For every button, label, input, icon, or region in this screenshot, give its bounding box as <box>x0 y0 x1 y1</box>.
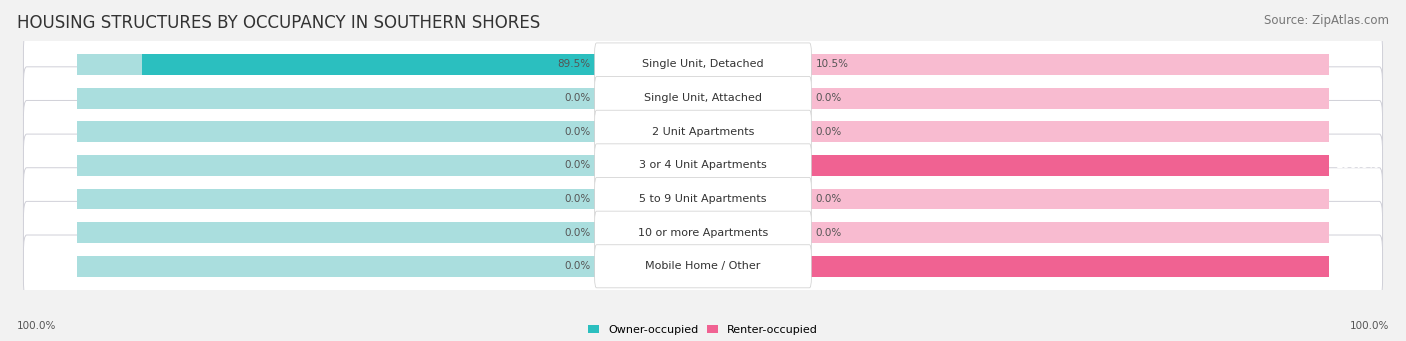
Legend: Owner-occupied, Renter-occupied: Owner-occupied, Renter-occupied <box>583 320 823 339</box>
Bar <box>703 88 734 108</box>
FancyBboxPatch shape <box>24 101 1382 163</box>
FancyBboxPatch shape <box>595 77 811 120</box>
Bar <box>672 222 703 243</box>
Bar <box>703 222 734 243</box>
Text: 0.0%: 0.0% <box>564 127 591 137</box>
Bar <box>77 88 703 108</box>
Text: 0.0%: 0.0% <box>815 194 842 204</box>
Bar <box>672 121 703 142</box>
Bar <box>703 222 1329 243</box>
FancyBboxPatch shape <box>595 178 811 221</box>
Bar <box>703 155 1329 176</box>
Text: Single Unit, Attached: Single Unit, Attached <box>644 93 762 103</box>
Text: Source: ZipAtlas.com: Source: ZipAtlas.com <box>1264 14 1389 27</box>
Bar <box>703 256 1329 277</box>
Bar <box>77 189 703 209</box>
Text: 0.0%: 0.0% <box>815 127 842 137</box>
Bar <box>142 54 703 75</box>
Bar <box>703 88 1329 108</box>
Text: 10.5%: 10.5% <box>815 59 849 70</box>
FancyBboxPatch shape <box>24 202 1382 264</box>
Bar <box>703 121 734 142</box>
FancyBboxPatch shape <box>595 245 811 288</box>
Bar <box>703 256 1329 277</box>
Text: Single Unit, Detached: Single Unit, Detached <box>643 59 763 70</box>
FancyBboxPatch shape <box>595 43 811 86</box>
Bar <box>703 155 1329 176</box>
FancyBboxPatch shape <box>595 144 811 187</box>
Text: 100.0%: 100.0% <box>1336 160 1379 170</box>
FancyBboxPatch shape <box>595 110 811 153</box>
Text: 0.0%: 0.0% <box>564 194 591 204</box>
Text: 89.5%: 89.5% <box>557 59 591 70</box>
Text: HOUSING STRUCTURES BY OCCUPANCY IN SOUTHERN SHORES: HOUSING STRUCTURES BY OCCUPANCY IN SOUTH… <box>17 14 540 32</box>
Bar <box>77 222 703 243</box>
Bar <box>703 189 734 209</box>
Bar <box>77 121 703 142</box>
Bar <box>703 54 769 75</box>
Text: 0.0%: 0.0% <box>564 228 591 238</box>
FancyBboxPatch shape <box>24 67 1382 129</box>
FancyBboxPatch shape <box>24 168 1382 230</box>
Text: 100.0%: 100.0% <box>17 321 56 330</box>
Text: 0.0%: 0.0% <box>564 160 591 170</box>
Bar <box>703 54 1329 75</box>
Text: 3 or 4 Unit Apartments: 3 or 4 Unit Apartments <box>640 160 766 170</box>
Bar <box>77 155 703 176</box>
Text: 100.0%: 100.0% <box>1336 261 1379 271</box>
Bar <box>77 54 703 75</box>
Bar <box>703 121 1329 142</box>
FancyBboxPatch shape <box>595 211 811 254</box>
Bar <box>672 189 703 209</box>
Bar <box>672 256 703 277</box>
Bar <box>77 256 703 277</box>
Text: 0.0%: 0.0% <box>815 228 842 238</box>
Text: 2 Unit Apartments: 2 Unit Apartments <box>652 127 754 137</box>
Text: 10 or more Apartments: 10 or more Apartments <box>638 228 768 238</box>
Text: 0.0%: 0.0% <box>564 93 591 103</box>
Text: 0.0%: 0.0% <box>815 93 842 103</box>
FancyBboxPatch shape <box>24 134 1382 197</box>
Text: 5 to 9 Unit Apartments: 5 to 9 Unit Apartments <box>640 194 766 204</box>
Text: 0.0%: 0.0% <box>564 261 591 271</box>
FancyBboxPatch shape <box>24 235 1382 298</box>
Bar <box>703 189 1329 209</box>
Text: 100.0%: 100.0% <box>1350 321 1389 330</box>
FancyBboxPatch shape <box>24 33 1382 96</box>
Bar <box>672 88 703 108</box>
Bar <box>672 155 703 176</box>
Text: Mobile Home / Other: Mobile Home / Other <box>645 261 761 271</box>
